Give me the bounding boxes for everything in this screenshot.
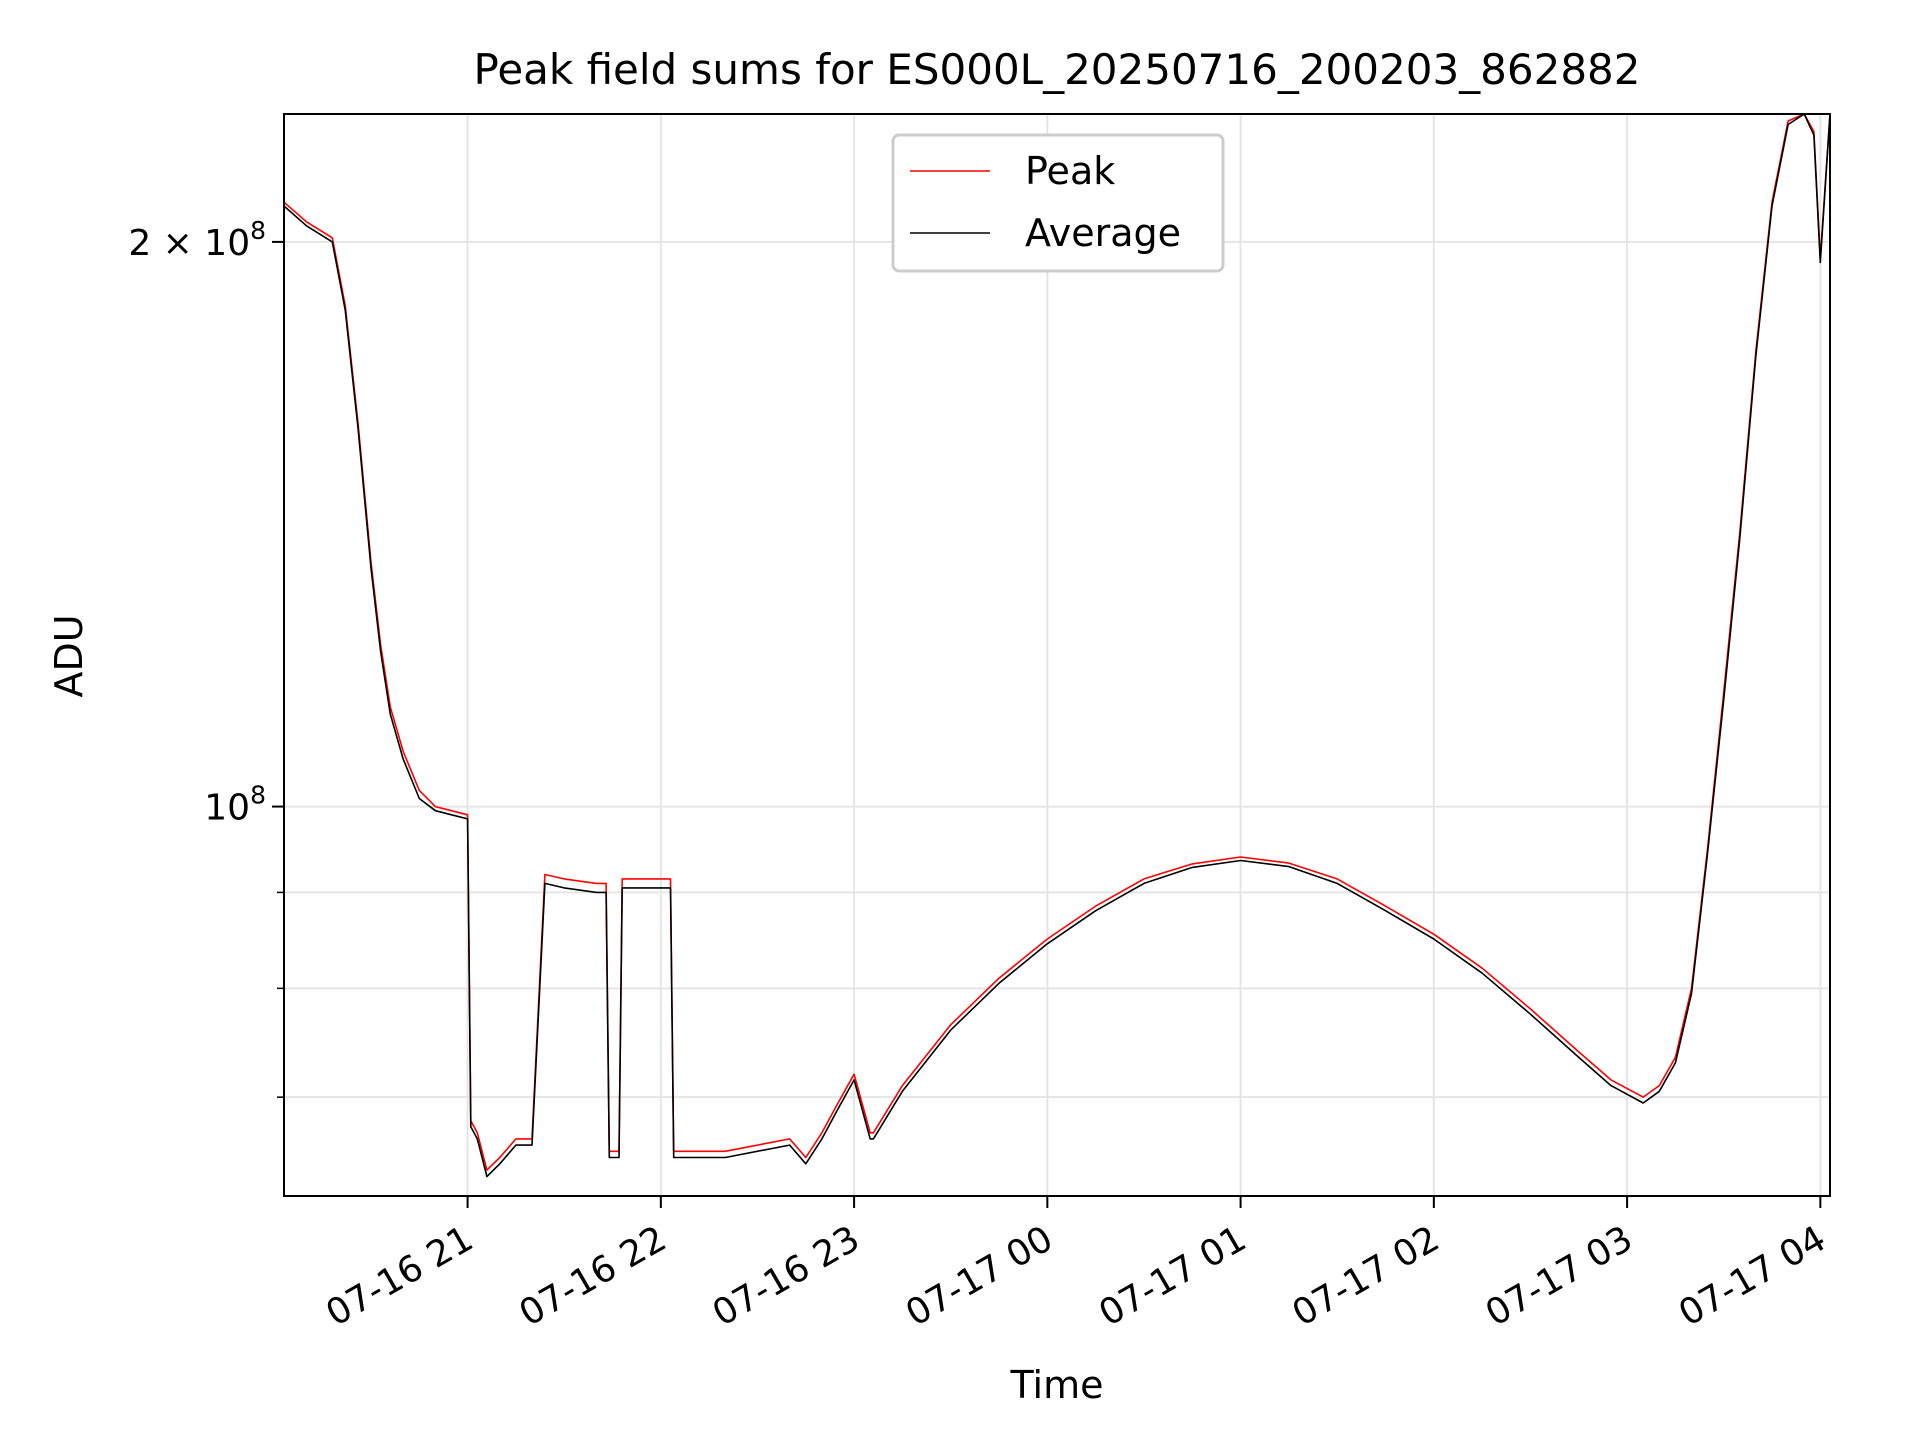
legend-box bbox=[891, 133, 1225, 273]
y-tick-label-exponent: 8 bbox=[250, 216, 266, 245]
y-tick-label: 108 bbox=[204, 781, 266, 829]
chart-title: Peak field sums for ES000L_20250716_2002… bbox=[474, 45, 1641, 94]
legend: Peak Average bbox=[891, 133, 1225, 273]
axes bbox=[272, 113, 1831, 1208]
legend-label-peak: Peak bbox=[1025, 149, 1115, 193]
series-lines bbox=[283, 113, 1831, 1178]
y-tick-label: 2 × 108 bbox=[128, 216, 266, 264]
y-tick-label-base: 2 × 10 bbox=[128, 223, 250, 264]
x-axis-label: Time bbox=[1010, 1363, 1104, 1407]
y-tick-label-exponent: 8 bbox=[250, 781, 266, 810]
series-line-peak bbox=[283, 113, 1831, 1171]
y-tick-label-base: 10 bbox=[204, 788, 250, 829]
grid-lines bbox=[284, 114, 1830, 1196]
legend-label-average: Average bbox=[1025, 211, 1181, 255]
y-axis-label: ADU bbox=[47, 614, 91, 697]
plot-frame bbox=[283, 113, 1831, 1197]
series-line-average bbox=[283, 113, 1831, 1178]
